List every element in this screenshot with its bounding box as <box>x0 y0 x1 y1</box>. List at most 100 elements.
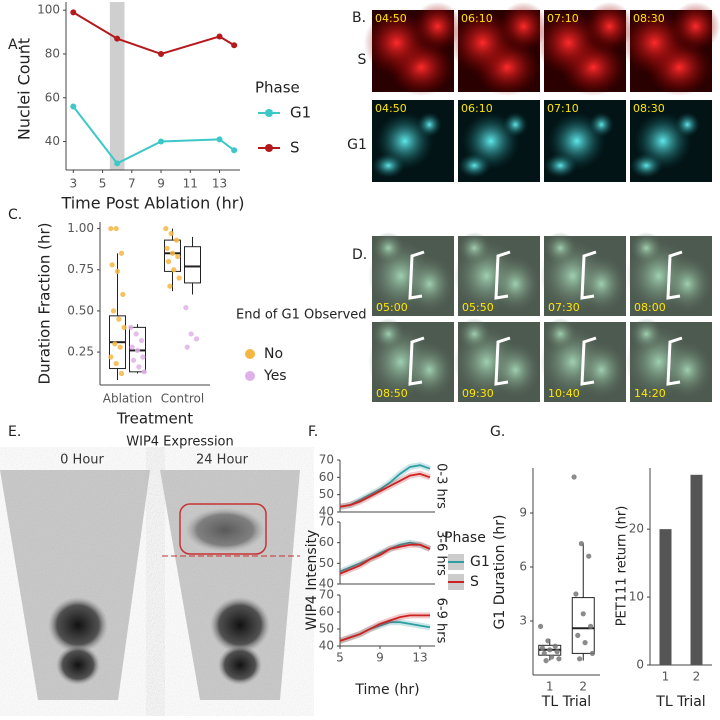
data-point <box>169 250 176 256</box>
x-tick-label: 9 <box>376 651 384 665</box>
data-point <box>113 360 119 367</box>
embryo-blob <box>210 597 270 653</box>
data-point <box>216 136 223 143</box>
bracket <box>494 336 511 386</box>
legend-label: Yes <box>263 368 287 384</box>
data-point <box>176 275 182 281</box>
timestamp: 04:50 <box>375 102 407 115</box>
data-point <box>175 253 181 260</box>
legend-key <box>245 371 255 381</box>
image-blob <box>630 232 663 264</box>
legend-key <box>245 349 255 359</box>
bracket <box>666 250 683 300</box>
image-blob <box>544 153 577 178</box>
data-point <box>547 647 553 653</box>
data-point <box>543 658 549 664</box>
y-tick-label: 40 <box>319 639 334 653</box>
data-point <box>573 591 579 597</box>
y-tick-label: 60 <box>319 605 334 619</box>
y-axis-label: Duration Fraction (hr) <box>36 223 54 385</box>
timestamp: 06:10 <box>461 102 493 115</box>
x-tick-label: 2 <box>579 680 587 694</box>
image-blob <box>675 112 700 137</box>
timestamp: 08:30 <box>633 102 665 115</box>
image-blob <box>498 1 549 51</box>
data-point <box>184 344 190 350</box>
timestamp: 04:50 <box>375 12 407 25</box>
timestamp: 07:10 <box>547 102 579 115</box>
y-axis-label: Nuclei Count <box>15 38 34 140</box>
data-point <box>133 331 139 337</box>
box <box>184 246 201 284</box>
x-tick-label: 13 <box>412 651 427 665</box>
y-tick-label: 0 <box>636 658 644 672</box>
data-point <box>537 623 544 630</box>
data-point <box>112 341 118 347</box>
box <box>571 597 595 654</box>
y-tick-label: 0.75 <box>67 262 94 276</box>
data-point <box>586 553 592 559</box>
y-tick-label: 0.50 <box>67 303 94 317</box>
x-tick-label: 5 <box>99 177 107 191</box>
embryo-blob <box>48 597 108 653</box>
series-line <box>339 472 431 508</box>
data-point <box>141 369 147 375</box>
data-point <box>121 324 127 330</box>
image-title: WIP4 Expression <box>126 435 234 450</box>
y-tick-label: 70 <box>319 453 334 467</box>
y-tick-label: 1.00 <box>67 221 94 235</box>
highlight-band <box>109 2 125 170</box>
facet-label: 0-3 hrs <box>434 463 449 509</box>
x-tick-label: 1 <box>662 670 670 684</box>
data-point <box>571 474 577 480</box>
legend-title: End of G1 Observed <box>236 308 367 323</box>
timestamp: 14:20 <box>634 387 666 400</box>
panel-label: G. <box>490 424 505 440</box>
series-line <box>72 11 235 56</box>
data-point <box>120 291 126 298</box>
y-tick-label: 50 <box>319 556 334 570</box>
facet-label: 3-6 hrs <box>434 530 449 576</box>
data-point <box>114 160 121 167</box>
highlight-box <box>179 503 267 555</box>
y-tick-label: 60 <box>319 535 334 549</box>
embryo-blob <box>56 645 100 685</box>
x-tick-label: 2 <box>693 670 701 684</box>
bar <box>690 474 703 665</box>
bracket <box>408 336 425 386</box>
image-blob <box>630 153 663 178</box>
timestamp: 10:40 <box>548 387 580 400</box>
data-point <box>136 364 142 370</box>
legend-label: S <box>290 139 300 157</box>
series-line <box>339 543 431 575</box>
timestamp: 05:50 <box>462 301 494 314</box>
timestamp: 09:30 <box>462 387 494 400</box>
data-point <box>576 656 583 662</box>
facet-bg <box>340 522 435 584</box>
y-tick-label: 0.25 <box>67 345 94 359</box>
image-blob <box>503 112 528 137</box>
timestamp: 08:50 <box>376 387 408 400</box>
data-point <box>109 262 115 268</box>
data-point <box>216 33 223 40</box>
y-axis-label: G1 Duration (hr) <box>492 514 508 629</box>
data-point <box>589 650 596 657</box>
y-tick-label: 50 <box>319 622 334 636</box>
legend-label: G1 <box>290 104 311 122</box>
data-point <box>158 50 165 57</box>
y-tick-label: 60 <box>319 470 334 484</box>
data-point <box>168 230 174 237</box>
data-point <box>108 354 114 360</box>
panel-label: E. <box>8 424 21 440</box>
image-blob <box>372 232 405 264</box>
x-tick-label: 3 <box>69 177 77 191</box>
y-tick-label: 6 <box>519 560 527 574</box>
series-line <box>339 614 430 642</box>
data-point <box>158 138 165 145</box>
data-point <box>130 357 137 363</box>
y-tick-label: 9 <box>519 506 527 520</box>
y-axis-label: PET111 return (hr) <box>615 506 630 627</box>
data-point <box>580 611 586 617</box>
image-blob <box>413 1 463 51</box>
data-point <box>108 225 114 232</box>
